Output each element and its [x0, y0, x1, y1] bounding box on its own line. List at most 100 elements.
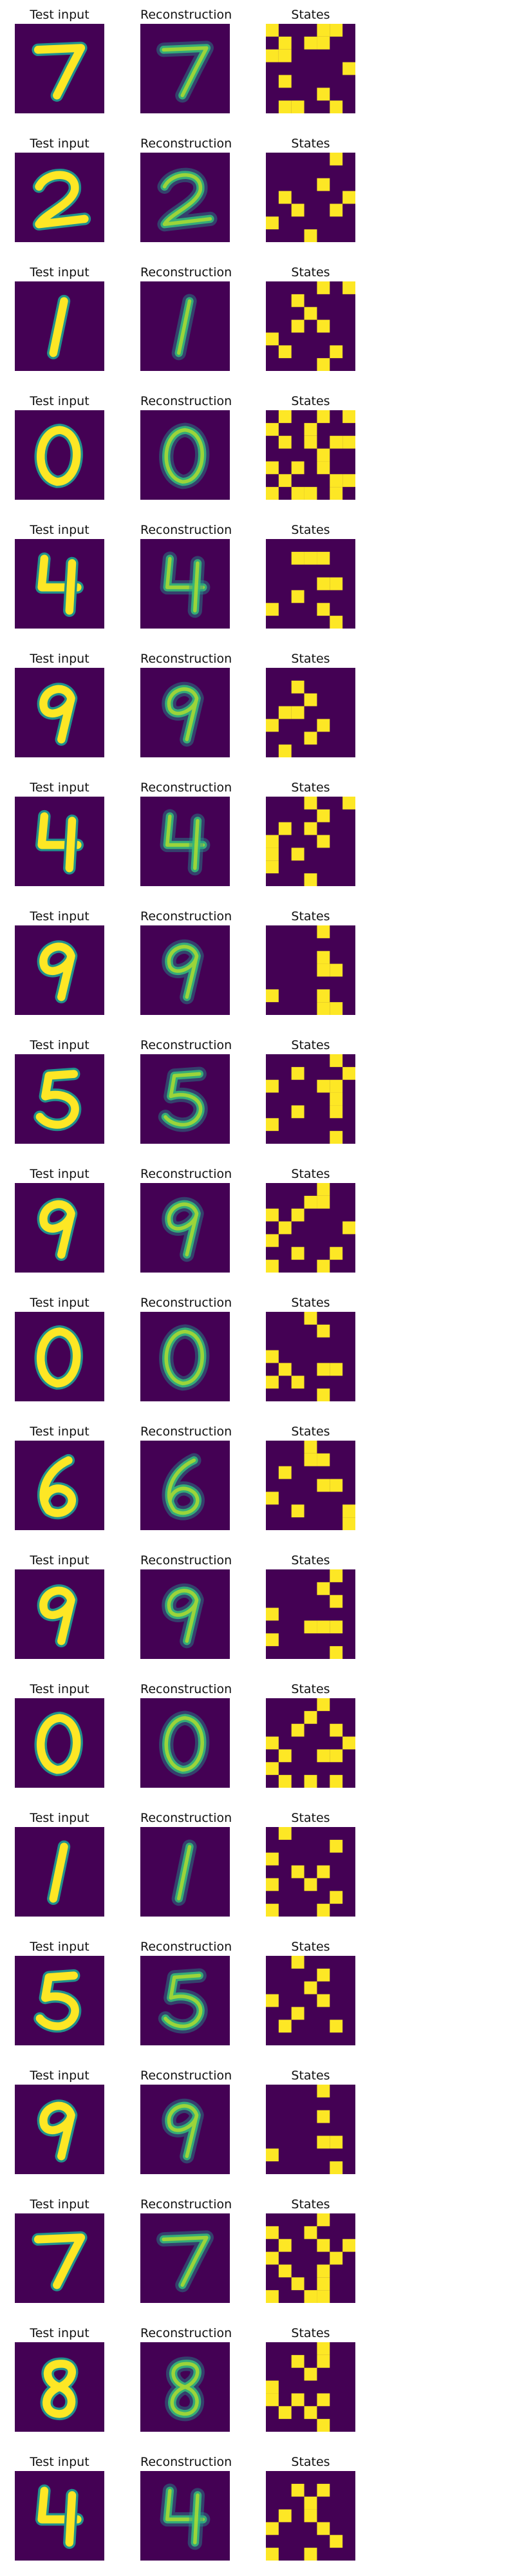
- state-cell: [291, 590, 304, 603]
- state-cell: [266, 2290, 279, 2303]
- reconstruction-title: Reconstruction: [140, 8, 232, 22]
- state-cell: [342, 1736, 355, 1750]
- state-cell: [342, 191, 355, 204]
- figure-row: Test input Reconstruction States: [0, 2190, 515, 2318]
- figure-row: Test input Reconstruction States: [0, 644, 515, 773]
- state-cell: [266, 2380, 279, 2394]
- reconstruction-image: [140, 2085, 230, 2174]
- test-input-cell: Test input: [0, 0, 104, 129]
- state-cell: [291, 2483, 304, 2497]
- state-cell: [304, 307, 317, 320]
- state-cell: [266, 332, 279, 346]
- reconstruction-title: Reconstruction: [140, 2455, 232, 2469]
- state-cell: [266, 1492, 279, 1505]
- states-image: [266, 1698, 355, 1788]
- reconstruction-title: Reconstruction: [140, 909, 232, 923]
- test-input-title: Test input: [30, 1038, 89, 1052]
- figure-row: Test input Reconstruction States: [0, 2061, 515, 2190]
- test-input-image: [15, 153, 104, 242]
- state-cell: [278, 1466, 292, 1479]
- figure-row: Test input Reconstruction States: [0, 1546, 515, 1674]
- state-cell: [278, 822, 292, 835]
- test-input-cell: Test input: [0, 1803, 104, 1932]
- state-cell: [291, 680, 304, 694]
- state-cell: [278, 100, 292, 113]
- states-cell: States: [251, 2061, 355, 2190]
- test-input-title: Test input: [30, 1425, 89, 1439]
- state-cell: [317, 2277, 330, 2291]
- state-cell: [266, 1762, 279, 1776]
- state-cell: [317, 448, 330, 462]
- state-cell: [266, 461, 279, 475]
- states-cell: States: [251, 1417, 355, 1546]
- states-cell: States: [251, 644, 355, 773]
- state-cell: [291, 461, 304, 475]
- state-cell: [304, 551, 317, 565]
- state-cell: [342, 435, 355, 449]
- states-cell: States: [251, 2190, 355, 2318]
- state-cell: [291, 706, 304, 719]
- reconstruction-title: Reconstruction: [140, 1038, 232, 1052]
- state-cell: [266, 487, 279, 500]
- state-cell: [291, 487, 304, 500]
- states-image: [266, 2085, 355, 2174]
- test-input-image: [15, 1827, 104, 1917]
- states-title: States: [291, 1296, 330, 1310]
- state-cell: [317, 809, 330, 822]
- state-cell: [304, 2509, 317, 2523]
- state-cell: [330, 1247, 343, 1260]
- state-cell: [304, 1710, 317, 1724]
- state-cell: [304, 36, 317, 50]
- test-input-title: Test input: [30, 1553, 89, 1567]
- states-title: States: [291, 1167, 330, 1181]
- test-input-cell: Test input: [0, 902, 104, 1030]
- reconstruction-image: [140, 153, 230, 242]
- state-cell: [317, 24, 330, 37]
- state-cell: [266, 2393, 279, 2407]
- state-cell: [266, 835, 279, 848]
- state-cell: [317, 1388, 330, 1401]
- state-cell: [291, 848, 304, 861]
- state-cell: [330, 577, 343, 591]
- state-cell: [304, 2367, 317, 2381]
- states-image: [266, 410, 355, 500]
- state-cell: [317, 2213, 330, 2226]
- state-cell: [330, 1595, 343, 1608]
- state-cell: [291, 2007, 304, 2020]
- figure-row: Test input Reconstruction States: [0, 0, 515, 129]
- state-cell: [304, 693, 317, 706]
- states-image: [266, 24, 355, 113]
- state-cell: [278, 410, 292, 423]
- state-cell: [266, 216, 279, 230]
- states-cell: States: [251, 902, 355, 1030]
- state-cell: [317, 603, 330, 616]
- reconstruction-cell: Reconstruction: [126, 2061, 232, 2190]
- test-input-title: Test input: [30, 2197, 89, 2211]
- reconstruction-cell: Reconstruction: [126, 1674, 232, 1803]
- state-cell: [304, 1775, 317, 1788]
- state-cell: [317, 178, 330, 191]
- test-input-title: Test input: [30, 1682, 89, 1696]
- reconstruction-image: [140, 2213, 230, 2303]
- state-cell: [330, 1620, 343, 1634]
- state-cell: [304, 435, 317, 449]
- state-cell: [266, 49, 279, 62]
- state-cell: [266, 1376, 279, 1389]
- figure-row: Test input Reconstruction States: [0, 515, 515, 644]
- states-image: [266, 925, 355, 1015]
- test-input-image: [15, 1054, 104, 1144]
- state-cell: [330, 1775, 343, 1788]
- reconstruction-cell: Reconstruction: [126, 1417, 232, 1546]
- test-input-title: Test input: [30, 909, 89, 923]
- state-cell: [291, 294, 304, 307]
- states-image: [266, 1054, 355, 1144]
- states-title: States: [291, 652, 330, 666]
- test-input-cell: Test input: [0, 258, 104, 386]
- state-cell: [266, 1878, 279, 1891]
- state-cell: [317, 577, 330, 591]
- state-cell: [304, 873, 317, 886]
- figure-row: Test input Reconstruction States: [0, 129, 515, 258]
- state-cell: [266, 2522, 279, 2535]
- state-cell: [304, 822, 317, 835]
